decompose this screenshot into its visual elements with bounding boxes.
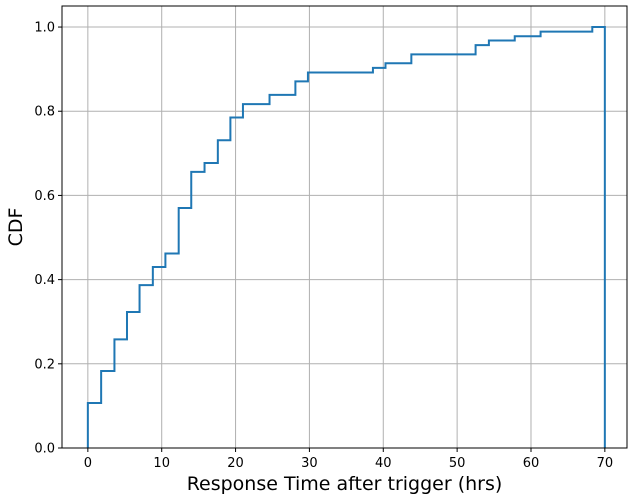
y-tick-label: 0.8 — [34, 105, 55, 120]
plot-series — [86, 26, 606, 448]
x-axis-label: Response Time after trigger (hrs) — [187, 473, 503, 495]
y-tick-label: 1.0 — [34, 21, 55, 36]
x-tick-label: 40 — [375, 456, 392, 471]
y-tick-label: 0.0 — [34, 442, 55, 457]
y-axis-label: CDF — [5, 208, 27, 247]
y-axis-ticks: 0.0 0.2 0.4 0.6 0.8 1.0 — [34, 21, 62, 457]
x-axis-ticks: 0 10 20 30 40 50 60 70 — [84, 448, 613, 471]
grid-lines — [62, 6, 627, 449]
cdf-step-line — [86, 26, 606, 448]
y-tick-label: 0.4 — [34, 273, 55, 288]
x-tick-label: 60 — [523, 456, 540, 471]
x-tick-label: 30 — [301, 456, 318, 471]
axes-frame — [61, 5, 628, 449]
x-tick-label: 0 — [84, 456, 92, 471]
y-tick-label: 0.2 — [34, 357, 55, 372]
x-tick-label: 70 — [597, 456, 614, 471]
x-tick-label: 50 — [449, 456, 466, 471]
y-tick-label: 0.6 — [34, 189, 55, 204]
x-tick-label: 10 — [153, 456, 170, 471]
x-tick-label: 20 — [227, 456, 244, 471]
